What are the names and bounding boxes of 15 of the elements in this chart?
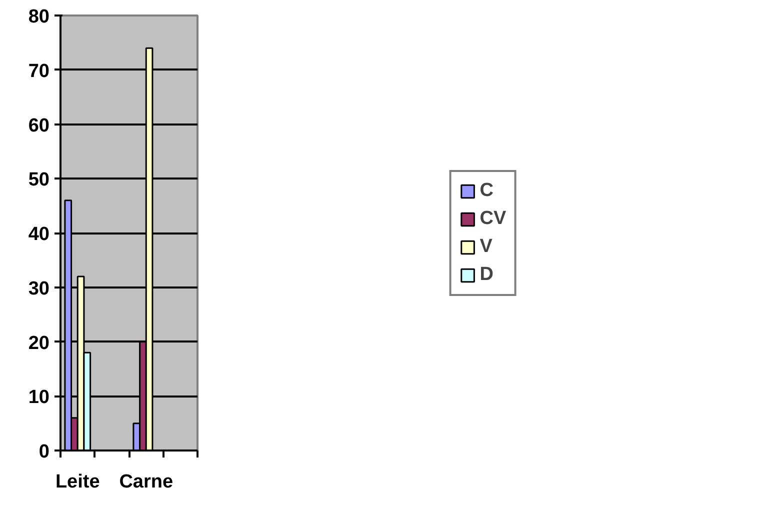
- y-tick-label: 50: [28, 170, 50, 191]
- y-tick-label: 10: [28, 387, 50, 408]
- x-tick-label: Carne: [119, 472, 174, 492]
- y-tick-label: 0: [38, 442, 50, 462]
- y-tick-label: 60: [28, 115, 50, 136]
- y-tick-label: 70: [28, 60, 50, 82]
- legend-label: V: [480, 236, 494, 258]
- y-tick-label: 80: [28, 6, 50, 28]
- y-tick-label: 20: [28, 332, 50, 354]
- x-tick-label: Leite: [55, 472, 100, 492]
- legend-label: D: [480, 264, 495, 286]
- y-tick-label: 40: [28, 224, 50, 245]
- legend-label: CV: [480, 208, 506, 230]
- y-tick-label: 30: [28, 278, 50, 300]
- legend-label: C: [480, 180, 495, 202]
